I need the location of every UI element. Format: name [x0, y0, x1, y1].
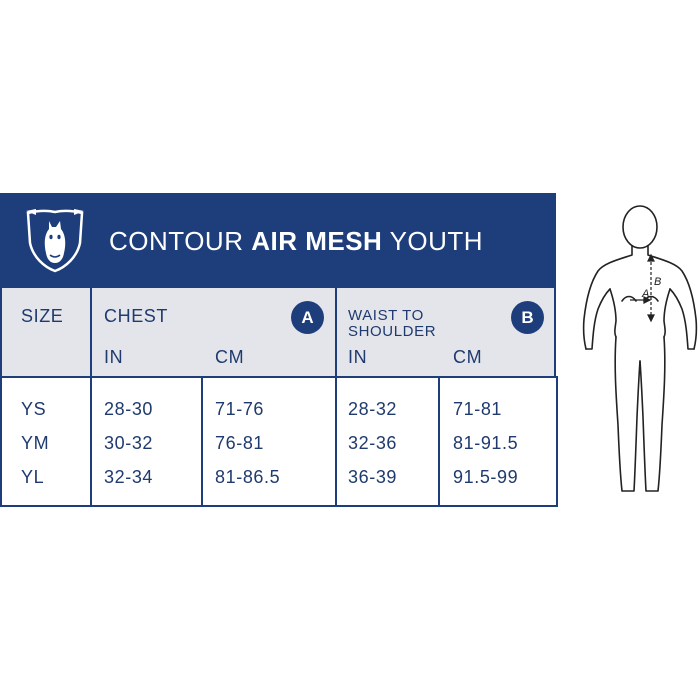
waist-cm-cell: 91.5-99	[453, 467, 519, 487]
chest-header: CHEST	[104, 306, 169, 326]
chest-cm-cell: 76-81	[215, 433, 265, 453]
chart-header: CONTOUR AIR MESH YOUTH	[0, 193, 556, 288]
chest-cm-cell: 81-86.5	[215, 467, 281, 487]
title-bold: AIR MESH	[251, 226, 383, 256]
body-measurement-figure-icon: B A	[582, 205, 698, 492]
chest-badge: A	[291, 301, 324, 334]
right-border	[554, 288, 556, 376]
chest-in-cell: 30-32	[104, 433, 154, 453]
divider-chest-cm	[201, 376, 203, 505]
chest-in-cell: 28-30	[104, 399, 154, 419]
table-body	[0, 376, 558, 507]
title-prefix: CONTOUR	[109, 226, 252, 256]
divider-size	[90, 288, 92, 505]
chest-in-cell: 32-34	[104, 467, 154, 487]
chart-title: CONTOUR AIR MESH YOUTH	[109, 193, 483, 288]
waist-header-line1: WAIST TO	[348, 307, 424, 324]
waist-cm-header: CM	[453, 347, 483, 367]
header-rule	[0, 376, 556, 378]
waist-in-cell: 32-36	[348, 433, 398, 453]
left-border	[0, 288, 2, 376]
chest-in-header: IN	[104, 347, 124, 367]
size-cell: YS	[21, 399, 47, 419]
figure-label-b: B	[654, 276, 661, 288]
column-header-band	[0, 288, 556, 376]
waist-header-line2: SHOULDER	[348, 323, 437, 340]
waist-in-cell: 28-32	[348, 399, 398, 419]
waist-badge: B	[511, 301, 544, 334]
waist-in-header: IN	[348, 347, 368, 367]
waist-in-cell: 36-39	[348, 467, 398, 487]
chest-cm-cell: 71-76	[215, 399, 265, 419]
size-chart: CONTOUR AIR MESH YOUTH SIZE CHEST A IN C…	[0, 193, 558, 507]
figure-label-a: A	[641, 288, 649, 300]
chest-cm-header: CM	[215, 347, 245, 367]
size-header: SIZE	[21, 306, 64, 326]
horse-head-shield-icon	[26, 209, 84, 273]
divider-chest	[335, 288, 337, 505]
size-cell: YM	[21, 433, 50, 453]
size-cell: YL	[21, 467, 45, 487]
title-suffix: YOUTH	[382, 226, 484, 256]
divider-waist-cm	[438, 376, 440, 505]
waist-cm-cell: 71-81	[453, 399, 503, 419]
waist-cm-cell: 81-91.5	[453, 433, 519, 453]
